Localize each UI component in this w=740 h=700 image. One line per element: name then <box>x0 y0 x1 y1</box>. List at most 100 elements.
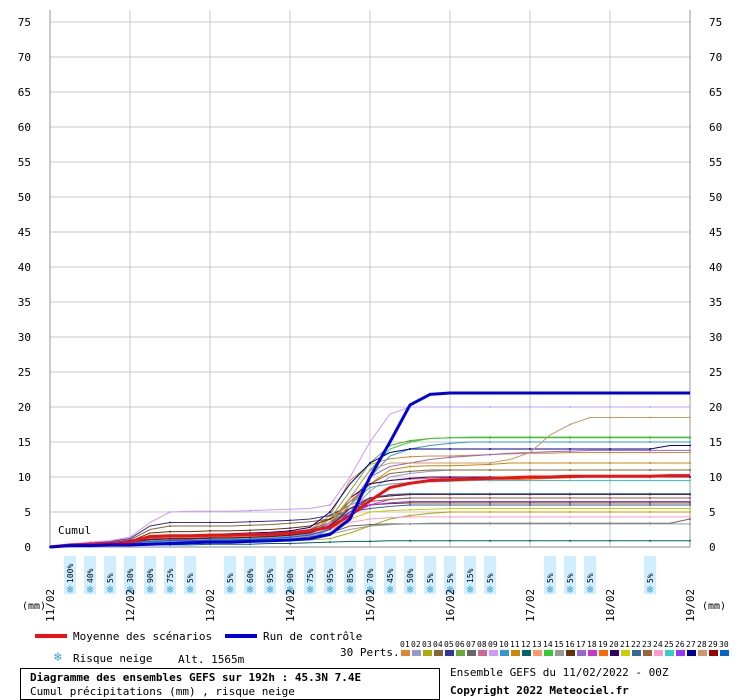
snowflake-icon: ❄ <box>127 583 134 596</box>
member-legend-number: 06 <box>455 640 465 649</box>
y-tick-label-right: 70 <box>709 51 722 64</box>
member-point-22 <box>449 504 451 506</box>
member-point-28 <box>529 451 531 454</box>
y-tick-label-right: 35 <box>709 296 722 309</box>
member-legend-swatch <box>665 650 674 656</box>
member-point-24 <box>689 515 691 518</box>
y-tick-label-left: 50 <box>18 191 31 204</box>
member-point-25 <box>649 479 651 482</box>
member-point-25 <box>489 479 491 482</box>
member-point-15 <box>449 522 451 525</box>
member-legend-item-28: 28 <box>697 640 708 660</box>
y-tick-label-left: 40 <box>18 261 31 274</box>
member-legend-number: 25 <box>664 640 674 649</box>
member-point-05 <box>329 514 331 517</box>
y-tick-label-right: 0 <box>709 541 716 554</box>
member-point-03 <box>609 511 611 513</box>
snowflake-icon: ❄ <box>167 583 174 596</box>
member-legend-number: 21 <box>620 640 630 649</box>
member-point-22 <box>609 504 611 506</box>
member-point-12 <box>649 539 651 542</box>
snowflake-icon: ❄ <box>587 583 594 596</box>
member-point-24 <box>569 515 571 518</box>
member-point-16 <box>449 501 451 504</box>
snow-risk-pct: 70% <box>366 568 375 583</box>
snowflake-icon: ❄ <box>407 583 414 596</box>
member-point-25 <box>689 479 691 482</box>
snow-risk-bg <box>164 556 176 594</box>
member-point-21 <box>689 507 691 510</box>
member-point-16 <box>329 518 331 520</box>
member-legend-swatch <box>599 650 608 656</box>
member-legend-swatch <box>654 650 663 656</box>
snowflake-icon: ❄ <box>547 583 554 596</box>
legend-mean-line <box>35 634 67 638</box>
member-legend-item-10: 10 <box>499 640 510 660</box>
snow-risk-bg <box>344 556 356 594</box>
member-point-09 <box>449 406 451 408</box>
member-point-07 <box>689 518 691 520</box>
member-legend-swatch <box>709 650 718 656</box>
member-point-20 <box>409 477 411 480</box>
member-legend-item-25: 25 <box>664 640 675 660</box>
member-point-21 <box>529 507 531 510</box>
legend-snow-label: Risque neige <box>73 652 153 665</box>
member-point-16 <box>249 529 251 532</box>
y-tick-label-right: 50 <box>709 191 722 204</box>
y-tick-label-left: 30 <box>18 331 31 344</box>
member-point-27 <box>329 511 331 513</box>
member-legend-swatch <box>555 650 564 656</box>
snowflake-icon: ❄ <box>367 583 374 596</box>
member-legend-swatch <box>566 650 575 656</box>
member-point-01 <box>609 451 611 454</box>
member-point-25 <box>529 479 531 482</box>
member-point-27 <box>609 448 611 450</box>
snow-risk-bg <box>404 556 416 594</box>
member-point-03 <box>449 511 451 513</box>
member-point-30 <box>289 536 291 539</box>
member-legend-swatch <box>500 650 509 656</box>
snow-risk-pct: 5% <box>226 573 235 583</box>
member-point-12 <box>209 543 211 546</box>
member-point-04 <box>649 469 651 471</box>
member-point-10 <box>489 441 491 443</box>
member-point-21 <box>609 507 611 510</box>
snow-risk-bg <box>64 556 76 594</box>
member-point-22 <box>369 507 371 510</box>
member-legend-number: 15 <box>554 640 564 649</box>
member-point-10 <box>569 441 571 443</box>
member-point-23 <box>649 497 651 499</box>
member-point-02 <box>409 472 411 475</box>
member-point-03 <box>689 511 691 513</box>
member-legend-item-23: 23 <box>642 640 653 660</box>
member-point-28 <box>369 469 371 471</box>
member-legend-number: 10 <box>499 640 509 649</box>
member-point-26 <box>449 500 451 503</box>
snow-risk-bg <box>644 556 656 594</box>
member-point-04 <box>689 469 691 471</box>
snow-risk-pct: 50% <box>406 568 415 583</box>
member-point-09 <box>249 509 251 512</box>
member-point-16 <box>609 501 611 504</box>
member-point-12 <box>249 543 251 546</box>
member-point-29 <box>249 536 251 539</box>
member-point-14 <box>409 441 411 443</box>
member-legend-item-27: 27 <box>686 640 697 660</box>
member-point-01 <box>649 451 651 454</box>
member-point-30 <box>649 492 651 495</box>
y-tick-label-right: 20 <box>709 401 722 414</box>
member-legend-swatch <box>478 650 487 656</box>
mean-series-line <box>49 474 690 549</box>
member-legend-number: 11 <box>510 640 520 649</box>
member-point-09 <box>489 406 491 408</box>
member-point-20 <box>369 483 371 485</box>
member-point-10 <box>689 441 691 443</box>
member-point-23 <box>609 497 611 499</box>
member-legend-swatch <box>676 650 685 656</box>
snowflake-icon: ❄ <box>54 650 62 665</box>
member-point-28 <box>689 416 691 419</box>
snow-risk-bg <box>464 556 476 594</box>
x-tick-label: 15/02 <box>364 589 377 622</box>
member-point-27 <box>489 448 491 450</box>
member-legend-number: 05 <box>444 640 454 649</box>
